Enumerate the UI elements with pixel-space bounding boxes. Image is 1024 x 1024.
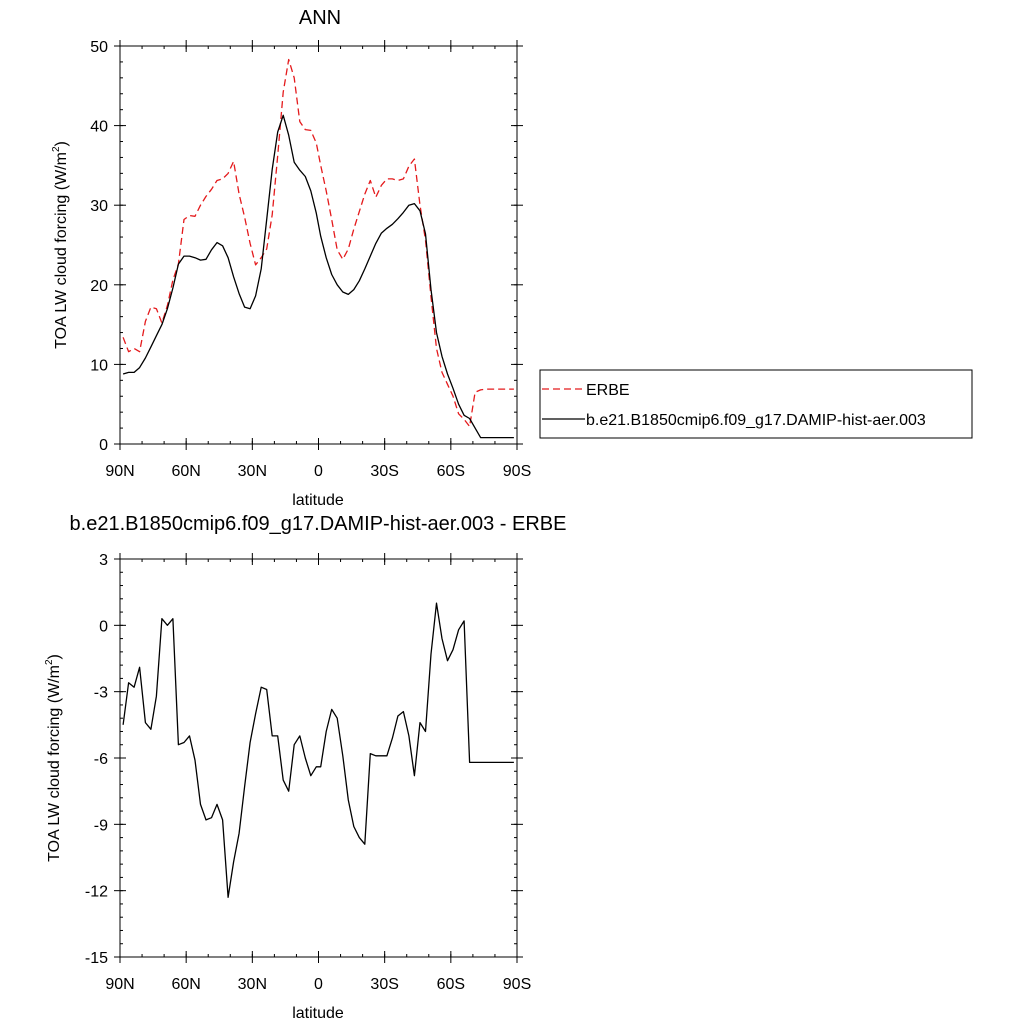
y-tick-label: -9: [94, 817, 108, 834]
chart-title: b.e21.B1850cmip6.f09_g17.DAMIP-hist-aer.…: [70, 513, 567, 535]
legend-label-model: b.e21.B1850cmip6.f09_g17.DAMIP-hist-aer.…: [586, 412, 926, 429]
y-axis-label-close: ): [46, 654, 63, 659]
y-axis-label-close: ): [53, 141, 70, 146]
x-tick-label: 0: [314, 976, 323, 993]
y-axis-label-superscript: 2: [51, 146, 62, 152]
plot-frame: [119, 558, 518, 958]
legend-label-erbe: ERBE: [586, 382, 630, 399]
legend-box: [539, 369, 973, 439]
y-axis-label-text: TOA LW cloud forcing (W/m: [46, 665, 63, 862]
x-ticks: 90N 60N 30N 0 30S 60S 90S: [105, 40, 531, 480]
y-tick-label: -6: [94, 751, 108, 768]
plot-frame: [119, 45, 518, 445]
y-tick-label: -12: [85, 884, 108, 901]
y-tick-label: 30: [90, 198, 108, 215]
x-ticks: 90N 60N 30N 0 30S 60S 90S: [105, 553, 531, 993]
y-tick-label: -15: [85, 950, 108, 967]
y-tick-label: 0: [99, 437, 108, 454]
x-tick-label: 60S: [437, 976, 465, 993]
panel-difference: b.e21.B1850cmip6.f09_g17.DAMIP-hist-aer.…: [44, 513, 566, 1022]
y-tick-label: 0: [99, 618, 108, 635]
y-tick-label: 50: [90, 39, 108, 56]
x-tick-label: 0: [314, 463, 323, 480]
x-tick-label: 30N: [238, 463, 267, 480]
x-tick-label: 60N: [171, 463, 200, 480]
x-tick-label: 90S: [503, 976, 531, 993]
y-ticks: 0 10 20 30 40 50: [90, 39, 523, 454]
series-line-difference: [122, 602, 514, 898]
legend: ERBE b.e21.B1850cmip6.f09_g17.DAMIP-hist…: [539, 369, 973, 439]
x-tick-label: 30S: [370, 463, 398, 480]
series-lines: [122, 58, 514, 439]
y-ticks: -15 -12 -9 -6 -3 0 3: [85, 552, 523, 967]
x-tick-label: 60N: [171, 976, 200, 993]
x-tick-label: 90N: [105, 976, 134, 993]
x-tick-label: 30N: [238, 976, 267, 993]
y-tick-label: -3: [94, 685, 108, 702]
x-tick-label: 60S: [437, 463, 465, 480]
y-axis-label-superscript: 2: [44, 659, 55, 665]
y-tick-label: 10: [90, 357, 108, 374]
series-line-model: [122, 114, 514, 439]
chart-title: ANN: [299, 7, 341, 29]
y-tick-label: 40: [90, 119, 108, 136]
x-axis-label: latitude: [292, 492, 344, 509]
y-axis-label: TOA LW cloud forcing (W/m2): [44, 654, 63, 862]
y-tick-label: 3: [99, 552, 108, 569]
series-lines: [122, 602, 514, 898]
y-axis-label: TOA LW cloud forcing (W/m2): [51, 141, 70, 349]
x-tick-label: 90S: [503, 463, 531, 480]
y-tick-label: 20: [90, 278, 108, 295]
panel-mean: ANN 0 10 20 30 40 50 90N 60N 30N 0 30S 60S 90S lati…: [51, 7, 973, 509]
x-axis-label: latitude: [292, 1005, 344, 1022]
x-tick-label: 30S: [370, 976, 398, 993]
y-axis-label-text: TOA LW cloud forcing (W/m: [53, 152, 70, 349]
series-line-erbe: [122, 58, 514, 428]
x-tick-label: 90N: [105, 463, 134, 480]
